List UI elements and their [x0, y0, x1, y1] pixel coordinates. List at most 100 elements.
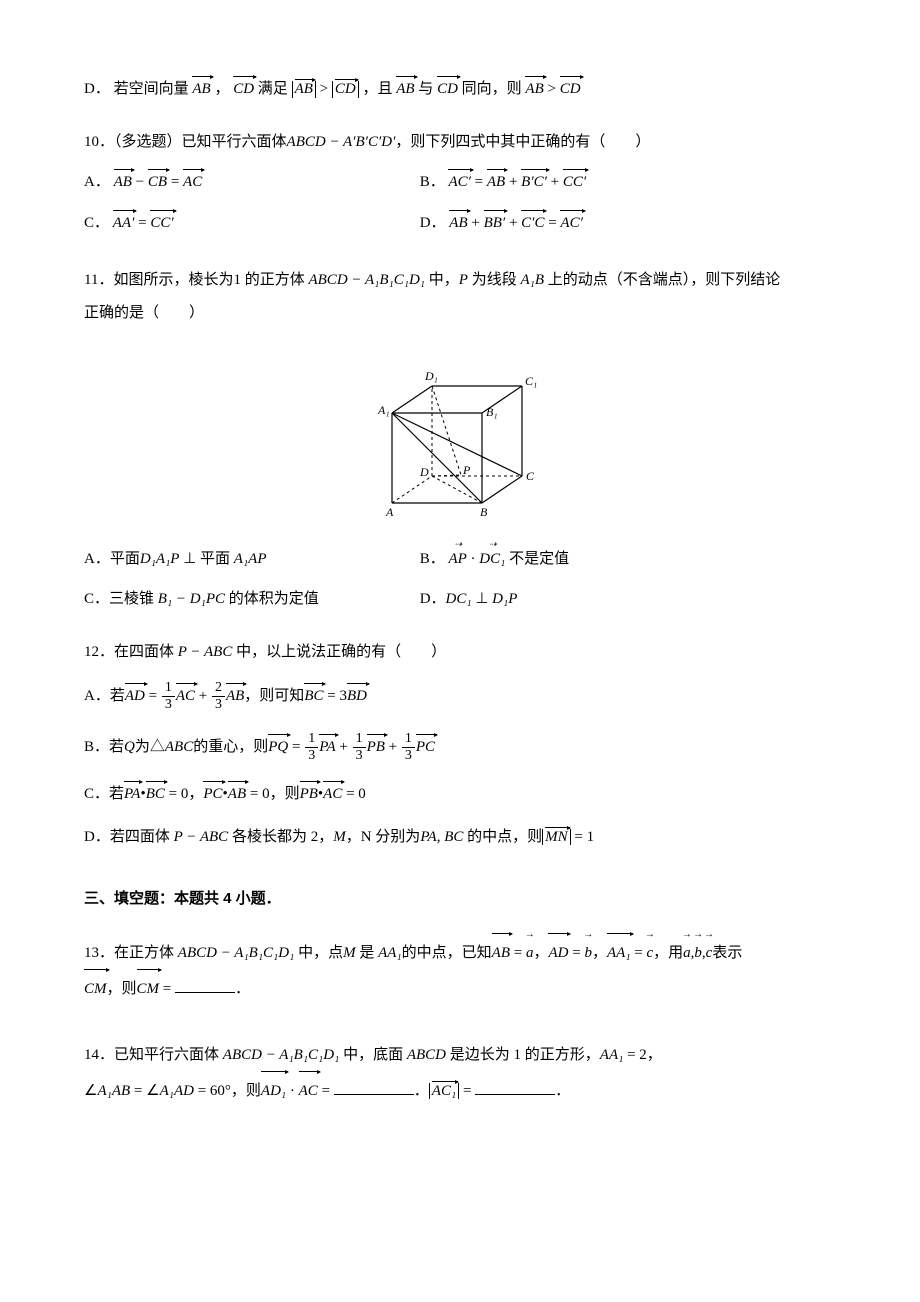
svg-text:P: P [462, 463, 471, 477]
text: 的中点，则 [467, 829, 542, 845]
angle: A₁AB [97, 1083, 130, 1099]
abs-CD: CD [332, 81, 359, 98]
text: ，则下列四式中其中正确的有（ ） [395, 134, 650, 150]
text: ，则可知 [244, 688, 304, 704]
P: P [459, 272, 468, 288]
text: 满足 [258, 81, 288, 97]
vector-CD: CD [560, 78, 581, 101]
text: = 0，则 [246, 786, 299, 802]
shape: ABCD − A₁B₁C₁D₁ [223, 1047, 340, 1063]
text: 已知平行六面体 [114, 1047, 223, 1063]
options-row-1: A．平面D₁A₁P ⊥ 平面 A₁AP B． ⇢AP · ⇢DC₁ 不是定值 [84, 548, 830, 571]
vec: PC [203, 783, 222, 806]
frac: 23 [212, 681, 225, 712]
number: 13． [84, 945, 114, 961]
label: D． [84, 81, 110, 97]
vec: C′C [521, 212, 544, 235]
abc-vectors: a,b,c [683, 945, 712, 961]
svg-text:B: B [480, 505, 488, 518]
option-a: A．若AD = 13AC + 23AB，则可知BC = 3BD [84, 681, 830, 712]
text: 的中点，已知 [402, 945, 492, 961]
option-b: B． ⇢AP · ⇢DC₁ 不是定值 [420, 548, 830, 571]
text: = 0 [342, 786, 365, 802]
vec-b: b [584, 935, 592, 971]
option-c: C． AA′ = CC′ [84, 212, 420, 235]
vec: AB [492, 935, 510, 971]
vec: BC [304, 685, 323, 708]
text: 为△ [135, 739, 165, 755]
text: ，用 [653, 945, 683, 961]
question-13: 13．在正方体 ABCD − A₁B₁C₁D₁ 中，点M 是 AA₁的中点，已知… [84, 935, 830, 1007]
vec: AD [125, 685, 145, 708]
label: B． [420, 174, 445, 190]
vec: PA [319, 736, 335, 759]
vec: AB [114, 171, 132, 194]
option-a: A．平面D₁A₁P ⊥ 平面 A₁AP [84, 548, 420, 571]
blank [334, 1081, 414, 1095]
angle: A₁AD [160, 1083, 194, 1099]
number: 10． [84, 134, 114, 150]
segment: A₁B [520, 272, 544, 288]
minus: − [132, 174, 148, 190]
stem: 10．（多选题）已知平行六面体ABCD − A′B′C′D′，则下列四式中其中正… [84, 131, 830, 154]
text: 是边长为 1 的正方形， [450, 1047, 600, 1063]
option-c: C．若PA•BC = 0，PC•AB = 0，则PB•AC = 0 [84, 783, 830, 806]
eq: = [288, 739, 304, 755]
period: ． [414, 1083, 429, 1099]
vec: AC [176, 685, 195, 708]
question-12: 12．在四面体 P − ABC 中，以上说法正确的有（ ） A．若AD = 13… [84, 641, 830, 849]
svg-text:B₁: B₁ [486, 405, 498, 419]
svg-text:D₁: D₁ [424, 369, 438, 383]
text: 中， [425, 272, 459, 288]
option-b: B．若Q为△ABC的重心，则PQ = 13PA + 13PB + 13PC [84, 732, 830, 763]
type: （多选题） [114, 134, 182, 150]
plane: A₁AP [234, 551, 267, 567]
question-11: 11．如图所示，棱长为1 的正方体 ABCD − A₁B₁C₁D₁ 中，P 为线… [84, 264, 830, 611]
option-c: C．三棱锥 B₁ − D₁PC 的体积为定值 [84, 588, 420, 611]
eq: = [145, 688, 161, 704]
vec: PC [416, 736, 435, 759]
text: 的正方体 [241, 272, 309, 288]
angle: ∠ [84, 1083, 97, 1099]
vec: BB′ [484, 212, 506, 235]
cube: ABCD − A₁B₁C₁D₁ [308, 272, 425, 288]
dot: · [286, 1083, 299, 1099]
AA1: AA₁ [600, 1047, 624, 1063]
cube: ABCD − A₁B₁C₁D₁ [178, 945, 295, 961]
label: C． [84, 786, 109, 802]
text: ，且 [362, 81, 392, 97]
options-row-1: A． AB − CB = AC B． AC′ = AB + B′C′ + CC′ [84, 171, 830, 194]
text: 若 [109, 739, 124, 755]
vec: B′C′ [521, 171, 547, 194]
text: 的重心，则 [193, 739, 268, 755]
vec: AA₁ [607, 935, 631, 971]
text: 正确的是（ ） [84, 305, 204, 321]
body: P − ABC [178, 644, 233, 660]
text: 中，底面 [339, 1047, 403, 1063]
blank [475, 1081, 555, 1095]
cube-svg: A B C D A₁ B₁ C₁ D₁ P [362, 348, 552, 518]
options-row-2: C．三棱锥 B₁ − D₁PC 的体积为定值 D．DC₁ ⊥ D₁P [84, 588, 830, 611]
number: 11． [84, 272, 113, 288]
vec: AB [449, 212, 467, 235]
abs-AC1: AC₁ [429, 1083, 459, 1100]
stem: 11．如图所示，棱长为1 的正方体 ABCD − A₁B₁C₁D₁ 中，P 为线… [84, 264, 830, 330]
eq: = 2， [623, 1047, 661, 1063]
option-a: A． AB − CB = AC [84, 171, 420, 194]
line: D₁P [492, 591, 517, 607]
N: ，N [346, 829, 376, 845]
vec: AA′ [113, 212, 135, 235]
eq: = [459, 1083, 475, 1099]
text: 不是定值 [505, 551, 569, 567]
eq: = [134, 215, 150, 231]
vec: AC [183, 171, 202, 194]
text: ⊥ 平面 [179, 551, 233, 567]
label: A． [84, 174, 110, 190]
vec: PQ [268, 736, 288, 759]
body: B₁ − D₁PC [158, 591, 225, 607]
option-d: D． AB + BB′ + C′C = AC′ [420, 212, 830, 235]
text: 分别为 [375, 829, 420, 845]
option-d: D．若四面体 P − ABC 各棱长都为 2，M，N 分别为PA, BC 的中点… [84, 826, 830, 849]
text: = 60°，则 [194, 1083, 261, 1099]
vec: PB [367, 736, 385, 759]
